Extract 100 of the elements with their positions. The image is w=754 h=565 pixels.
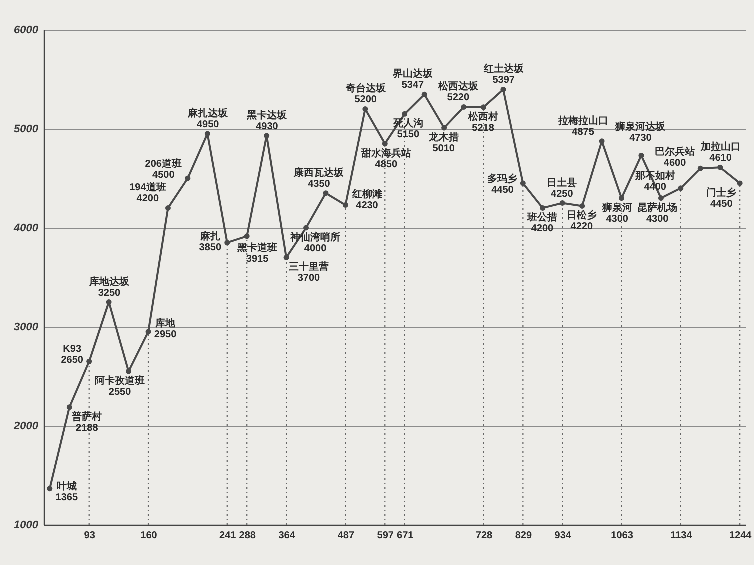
x-tick-label: 364: [278, 530, 296, 542]
annotation: K93: [63, 344, 82, 356]
annotation: 加拉山口: [700, 141, 741, 154]
annotation: 昆萨机场: [638, 202, 678, 214]
annotation: 206道班: [145, 158, 182, 170]
data-label: 4930: [256, 121, 279, 132]
y-tick-label: 6000: [14, 24, 40, 36]
annotation: 狮泉河: [601, 202, 632, 214]
x-tick-label: 597: [377, 530, 394, 542]
point: [718, 164, 724, 170]
data-label: 4200: [531, 224, 554, 235]
data-label: 4500: [152, 170, 176, 181]
annotation: 甜水海兵站: [360, 147, 412, 160]
x-tick-label: 288: [239, 530, 256, 542]
point: [323, 190, 329, 196]
data-label: 3250: [98, 288, 122, 299]
data-label: 4350: [308, 178, 331, 190]
data-label: 4610: [710, 153, 732, 164]
data-label: 1365: [56, 492, 78, 504]
x-tick-label: 1063: [611, 530, 634, 542]
point: [284, 254, 290, 260]
point: [678, 186, 684, 192]
x-tick-label: 829: [515, 530, 532, 542]
data-label: 3915: [246, 254, 270, 265]
point: [126, 368, 132, 374]
y-tick-label: 4000: [13, 222, 40, 234]
data-label: 4200: [136, 194, 160, 205]
point: [480, 104, 486, 110]
x-tick-label: 487: [338, 530, 355, 542]
annotation: 普萨村: [71, 410, 102, 423]
data-label: 4300: [646, 214, 670, 225]
point: [520, 180, 526, 186]
data-label: 4450: [492, 184, 514, 196]
point: [66, 404, 72, 410]
annotation: 麻扎: [199, 230, 220, 242]
point: [442, 125, 448, 131]
annotation: 库地: [154, 317, 177, 330]
point: [461, 104, 467, 110]
point: [106, 300, 112, 305]
x-tick-label: 241: [220, 530, 237, 542]
annotation: 红柳滩: [351, 188, 382, 201]
annotation: 门士乡: [706, 186, 737, 199]
data-label: 4300: [606, 214, 629, 225]
data-label: 5200: [354, 94, 378, 106]
data-label: 4000: [304, 244, 328, 254]
point: [47, 486, 53, 492]
point: [224, 240, 230, 246]
y-tick-label: 2000: [13, 420, 40, 432]
x-tick-label: 671: [397, 530, 414, 542]
x-tick-label: 1244: [729, 530, 752, 542]
data-label: 4220: [570, 222, 594, 233]
annotation: 库地达坂: [88, 276, 130, 288]
data-label: 4450: [710, 198, 734, 210]
point: [382, 141, 388, 147]
y-tick-label: 1000: [14, 520, 40, 532]
x-tick-label: 93: [84, 530, 96, 542]
annotation: 多玛乡: [488, 172, 518, 185]
point: [560, 200, 566, 206]
point: [146, 329, 152, 335]
data-label: 4600: [664, 158, 687, 170]
x-tick-label: 1134: [670, 530, 693, 542]
annotation: 日松乡: [566, 210, 597, 222]
annotation: 狮泉河达坂: [614, 121, 667, 134]
data-label: 5397: [492, 75, 516, 86]
data-label: 4730: [630, 133, 652, 144]
point: [422, 92, 428, 98]
data-label: 4230: [356, 200, 379, 212]
annotation: 日土县: [547, 176, 578, 189]
data-label: 2650: [61, 355, 84, 366]
point: [264, 133, 270, 139]
data-label: 5150: [397, 130, 420, 141]
point: [658, 196, 664, 202]
annotation: 黑卡道班: [236, 242, 278, 254]
data-label: 4950: [196, 119, 220, 130]
point: [244, 234, 250, 240]
data-label: 4250: [551, 188, 574, 200]
annotation: 叶城: [56, 480, 77, 492]
data-label: 4875: [572, 126, 595, 138]
data-label: 3850: [199, 242, 222, 254]
point: [165, 205, 171, 211]
annotation: 巴尔兵站: [655, 146, 696, 158]
point: [402, 111, 408, 117]
point: [204, 131, 210, 137]
point: [698, 166, 704, 172]
annotation: 阿卡孜道班: [95, 375, 146, 388]
y-tick-label: 5000: [14, 124, 40, 136]
annotation: 松西村: [467, 110, 498, 123]
y-tick-label: 3000: [14, 322, 40, 334]
data-label: 2950: [154, 329, 178, 340]
point: [342, 202, 348, 208]
annotation: 班公措: [526, 212, 558, 224]
point: [86, 358, 92, 364]
data-label: 3700: [298, 273, 321, 284]
data-label: 5010: [432, 144, 456, 155]
point: [500, 86, 506, 92]
x-tick-label: 934: [554, 530, 572, 542]
annotation: 麻扎达坂: [187, 107, 230, 120]
annotation: 三十里营: [288, 261, 329, 274]
annotation: 黑卡达坂: [246, 109, 288, 122]
data-label: 5218: [472, 122, 495, 134]
